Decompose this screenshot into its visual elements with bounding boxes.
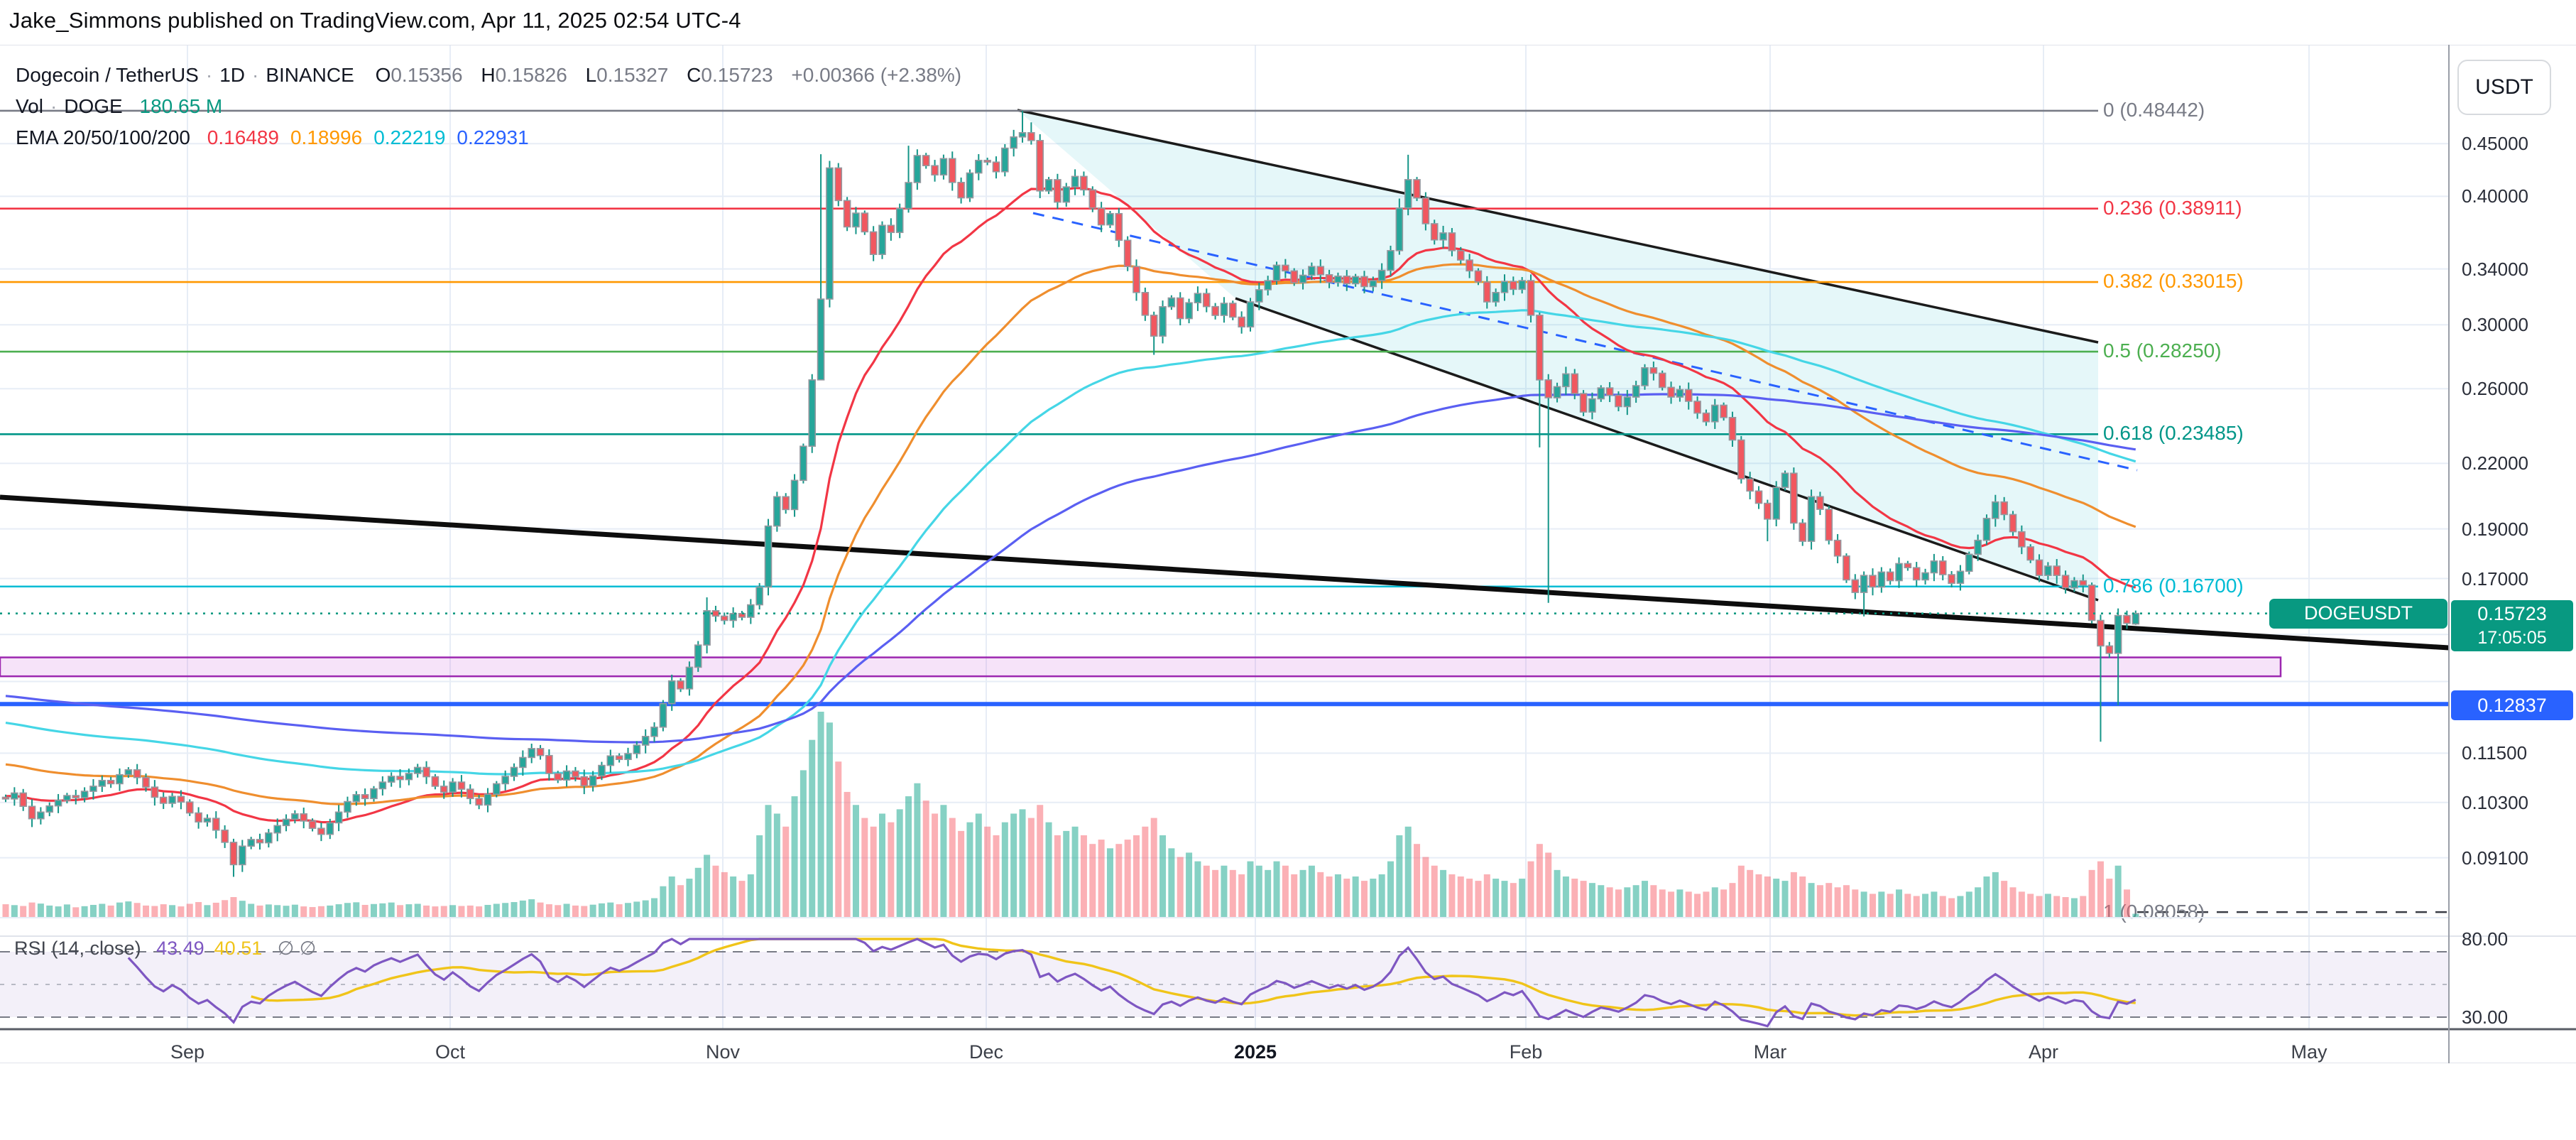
price-tick-0.17000: 0.17000 (2462, 568, 2528, 590)
volume-series (2, 712, 2139, 918)
price-tick-0.30000: 0.30000 (2462, 314, 2528, 336)
rsi-tick-30.00: 30.00 (2462, 1006, 2509, 1028)
channel-lower-line (1235, 297, 2099, 602)
price-tick-0.40000: 0.40000 (2462, 185, 2528, 207)
rsi-value: 40.51 (214, 938, 263, 959)
symbol-header-row[interactable]: Dogecoin / TetherUS · 1D · BINANCE O0.15356 … (16, 64, 961, 87)
ema-100-line (5, 309, 2136, 776)
attribution-bar: Jake_Simmons published on TradingView.co… (0, 0, 2576, 45)
price-tick-0.09100: 0.09100 (2462, 847, 2528, 869)
separators (0, 44, 2576, 1064)
bar-countdown: 17:05:05 (2477, 627, 2547, 648)
ema-label: EMA 20/50/100/200 (16, 126, 190, 148)
close-value: 0.15723 (701, 64, 773, 86)
drawings: 1 (0.08058) (0, 109, 2450, 923)
symbol-exchange: BINANCE (266, 64, 354, 86)
time-label-May: May (2291, 1041, 2327, 1063)
ema-50-line (5, 263, 2136, 805)
ema-values: 0.16489 0.18996 0.22219 0.22931 (196, 126, 529, 148)
fib-label-0.618: 0.618 (0.23485) (2103, 422, 2244, 445)
price-tick-0.10300: 0.10300 (2462, 791, 2528, 813)
open-value: 0.15356 (391, 64, 463, 86)
ema-20-line (5, 187, 2136, 824)
time-label-Sep: Sep (170, 1041, 205, 1063)
low-label: L (585, 64, 597, 86)
rsi-values: 43.49 40.51 (146, 938, 262, 959)
separator: · (205, 64, 213, 86)
ema-200-line (5, 393, 2136, 744)
fib-label-0.382: 0.382 (0.33015) (2103, 270, 2244, 293)
dashed-trendline (1032, 212, 2138, 472)
volume-label: Vol (16, 95, 43, 117)
ema-header-row[interactable]: EMA 20/50/100/200 0.16489 0.18996 0.22219 0… (16, 126, 529, 149)
volume-header-row[interactable]: Vol · DOGE 180.65 M (16, 95, 222, 118)
candlestick-series (1, 110, 2140, 877)
close-label: C (687, 64, 702, 86)
rsi-label: RSI (14, close) (14, 938, 141, 959)
high-value: 0.15826 (495, 64, 567, 86)
fib-label-0: 0 (0.48442) (2103, 98, 2205, 121)
channel-upper-line (1017, 109, 2099, 344)
long-term-trendline (0, 494, 2450, 651)
change-value: +0.00366 (+2.38%) (791, 64, 962, 86)
rsi-empty-slots: ∅ ∅ (277, 938, 317, 959)
high-label: H (481, 64, 496, 86)
open-label: O (375, 64, 391, 86)
volume-coin: DOGE (64, 95, 123, 117)
time-label-Feb: Feb (1509, 1041, 1543, 1063)
supply-zone-box (0, 656, 2282, 678)
time-label-Dec: Dec (968, 1041, 1004, 1063)
low-value: 0.15327 (596, 64, 669, 86)
footer-bar: TradingView (0, 1063, 2576, 1140)
symbol-name: Dogecoin / TetherUS (16, 64, 199, 86)
descending-channel-fill (1017, 110, 2098, 600)
alert-level-badge: 0.12837 (2451, 690, 2573, 721)
price-tick-0.45000: 0.45000 (2462, 133, 2528, 155)
time-label-Oct: Oct (435, 1041, 466, 1063)
ema-value: 0.18996 (290, 126, 363, 148)
fib-label-0.786: 0.786 (0.16700) (2103, 574, 2244, 597)
separator: · (50, 95, 58, 117)
price-tick-0.11500: 0.11500 (2462, 742, 2528, 764)
ema-value: 0.16489 (207, 126, 279, 148)
price-tick-0.19000: 0.19000 (2462, 518, 2528, 540)
price-tick-0.34000: 0.34000 (2462, 258, 2528, 280)
attribution-text: Jake_Simmons published on TradingView.co… (9, 8, 741, 33)
price-tick-0.22000: 0.22000 (2462, 452, 2528, 474)
separator: · (251, 64, 259, 86)
time-label-2025: 2025 (1233, 1041, 1277, 1063)
currency-toggle-button[interactable]: USDT (2457, 60, 2551, 115)
current-price-badge: 0.15723 17:05:05 (2451, 599, 2573, 651)
rsi-line (127, 938, 2136, 1028)
current-price-value: 0.15723 (2477, 602, 2547, 624)
symbol-interval: 1D (219, 64, 245, 86)
volume-value: 180.65 M (139, 95, 223, 117)
time-label-Nov: Nov (705, 1041, 741, 1063)
rsi-value: 43.49 (156, 938, 204, 959)
fib-label-0.5: 0.5 (0.28250) (2103, 340, 2222, 362)
ema-value: 0.22931 (457, 126, 529, 148)
price-tick-0.26000: 0.26000 (2462, 378, 2528, 400)
rsi-pane (0, 938, 2449, 1028)
symbol-price-pill: DOGEUSDT (2269, 598, 2447, 629)
time-label-Apr: Apr (2028, 1041, 2059, 1063)
rsi-ma-line (251, 938, 2136, 1017)
ema-lines (5, 187, 2136, 824)
rsi-header-row[interactable]: RSI (14, close) 43.49 40.51 ∅ ∅ (14, 938, 316, 960)
time-label-Mar: Mar (1753, 1041, 1787, 1063)
ema-value: 0.22219 (373, 126, 446, 148)
fib-label-0.236: 0.236 (0.38911) (2103, 196, 2242, 219)
rsi-tick-80.00: 80.00 (2462, 928, 2509, 950)
